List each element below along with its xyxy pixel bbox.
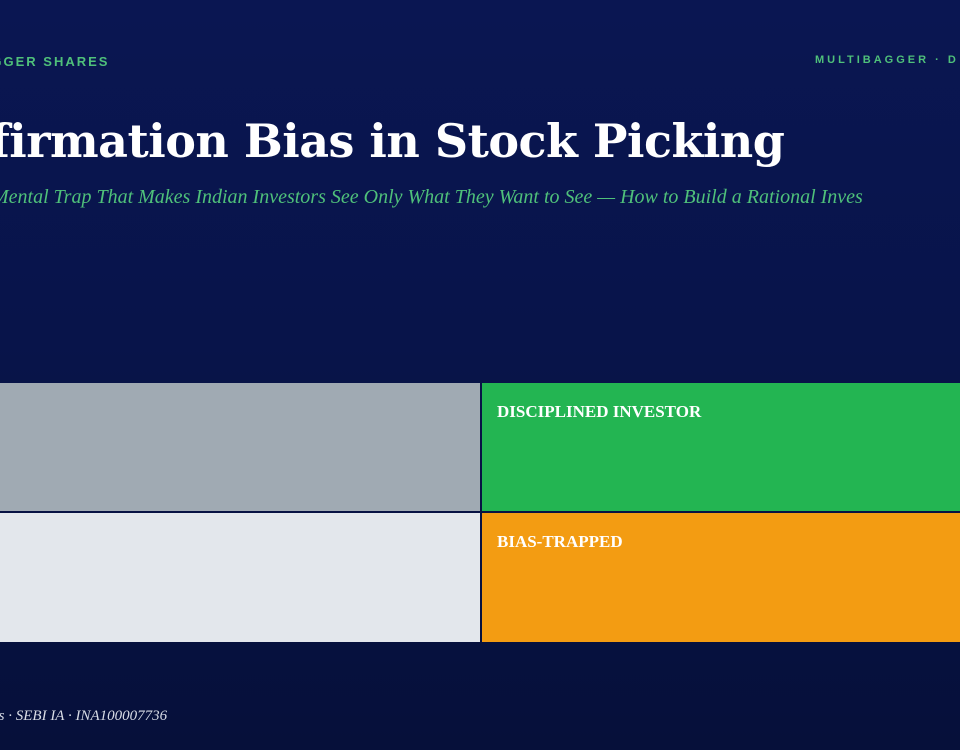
quadrant-bottom-left: d [0,513,480,642]
brand-label: AGGER SHARES [0,54,110,69]
quadrant-disciplined-investor: DISCIPLINED INVESTOR [482,383,960,511]
footer-credit: es · SEBI IA · INA100007736 [0,708,168,724]
page-title: firmation Bias in Stock Picking [0,114,785,168]
quadrant-bias-trapped: BIAS-TRAPPED [482,513,960,642]
quadrant-label: BIAS-TRAPPED [497,532,623,551]
quadrant-label: DISCIPLINED INVESTOR [497,402,702,421]
quadrant-top-left [0,383,480,511]
page-subtitle: Mental Trap That Makes Indian Investors … [0,186,863,208]
series-label: MULTIBAGGER · D [815,54,959,66]
quadrant-matrix: DISCIPLINED INVESTOR d BIAS-TRAPPED [0,383,960,642]
